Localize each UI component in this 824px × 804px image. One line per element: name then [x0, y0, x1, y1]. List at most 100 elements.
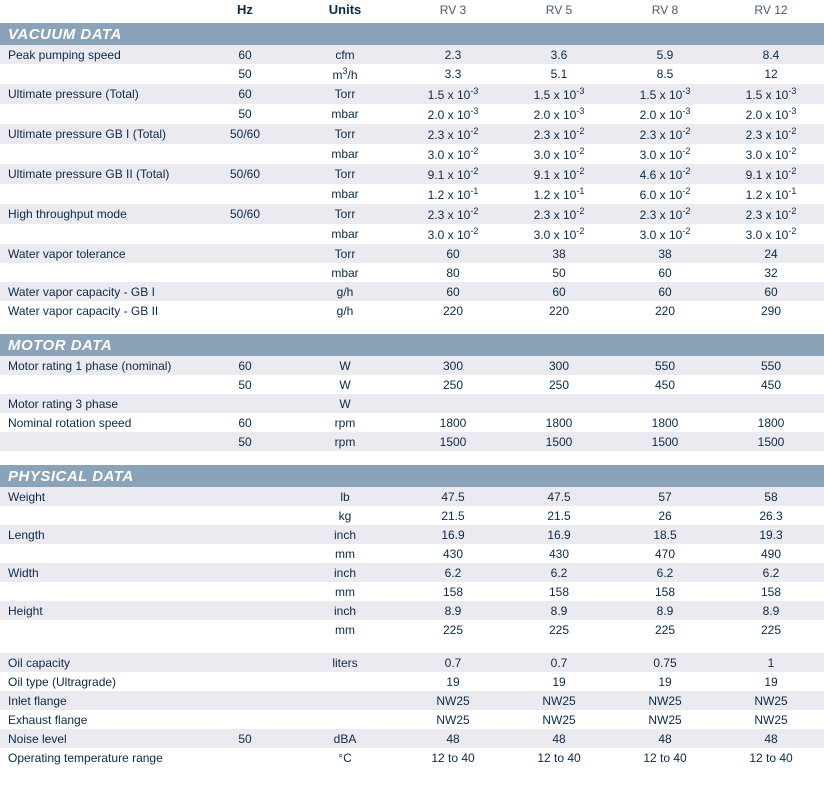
row-hz	[200, 691, 290, 710]
row-value: 21.5	[506, 506, 612, 525]
row-value: 1500	[718, 432, 824, 451]
table-row: mm430430470490	[0, 544, 824, 563]
table-row: 50rpm1500150015001500	[0, 432, 824, 451]
row-value: 1.5 x 10-3	[718, 84, 824, 104]
row-hz	[200, 301, 290, 320]
row-label: Weight	[0, 487, 200, 506]
row-value: NW25	[506, 710, 612, 729]
row-value: 2.0 x 10-3	[612, 104, 718, 124]
table-row: Motor rating 1 phase (nominal)60W3003005…	[0, 356, 824, 375]
row-hz	[200, 748, 290, 767]
row-value: 300	[506, 356, 612, 375]
row-unit: g/h	[290, 301, 400, 320]
row-unit: W	[290, 394, 400, 413]
row-value: 9.1 x 10-2	[506, 164, 612, 184]
row-value: 2.0 x 10-3	[400, 104, 506, 124]
row-value: 3.0 x 10-2	[718, 144, 824, 164]
row-hz	[200, 244, 290, 263]
spec-table: Hz Units RV 3 RV 5 RV 8 RV 12 VACUUM DAT…	[0, 0, 824, 767]
row-label	[0, 104, 200, 124]
row-value: 58	[718, 487, 824, 506]
row-value: NW25	[506, 691, 612, 710]
header-model: RV 8	[612, 0, 718, 23]
row-label: Height	[0, 601, 200, 620]
header-hz: Hz	[200, 0, 290, 23]
table-row: kg21.521.52626.3	[0, 506, 824, 525]
row-label: Inlet flange	[0, 691, 200, 710]
row-unit: Torr	[290, 124, 400, 144]
row-value: 1800	[718, 413, 824, 432]
row-value: 430	[506, 544, 612, 563]
row-value: 19	[718, 672, 824, 691]
row-value: 48	[718, 729, 824, 748]
row-unit: mbar	[290, 263, 400, 282]
row-value: 550	[612, 356, 718, 375]
row-value: 8.9	[612, 601, 718, 620]
table-row: Heightinch8.98.98.98.9	[0, 601, 824, 620]
row-unit: mbar	[290, 104, 400, 124]
row-value: 5.1	[506, 64, 612, 84]
row-value: 490	[718, 544, 824, 563]
row-unit	[290, 672, 400, 691]
row-value: 290	[718, 301, 824, 320]
row-unit: inch	[290, 601, 400, 620]
row-label: Motor rating 3 phase	[0, 394, 200, 413]
row-hz	[200, 184, 290, 204]
row-value	[612, 394, 718, 413]
row-value: 16.9	[506, 525, 612, 544]
row-unit: W	[290, 375, 400, 394]
row-hz	[200, 394, 290, 413]
header-model: RV 5	[506, 0, 612, 23]
row-value: NW25	[612, 691, 718, 710]
row-hz	[200, 282, 290, 301]
table-row: Oil type (Ultragrade)19191919	[0, 672, 824, 691]
row-value	[718, 394, 824, 413]
row-value: 8.9	[400, 601, 506, 620]
row-hz: 50	[200, 432, 290, 451]
table-row: Peak pumping speed60cfm2.33.65.98.4	[0, 45, 824, 64]
table-row: Noise level50dBA48484848	[0, 729, 824, 748]
row-unit: mm	[290, 544, 400, 563]
row-hz	[200, 710, 290, 729]
table-row: mbar80506032	[0, 263, 824, 282]
row-hz	[200, 620, 290, 639]
row-unit: lb	[290, 487, 400, 506]
row-value: 2.3 x 10-2	[400, 204, 506, 224]
row-value: 250	[506, 375, 612, 394]
table-row: Ultimate pressure GB I (Total)50/60Torr2…	[0, 124, 824, 144]
row-value: 80	[400, 263, 506, 282]
row-hz: 50/60	[200, 124, 290, 144]
row-hz: 60	[200, 84, 290, 104]
row-value: 60	[400, 244, 506, 263]
row-value: 38	[612, 244, 718, 263]
row-value: NW25	[400, 710, 506, 729]
row-value: 3.0 x 10-2	[612, 144, 718, 164]
row-unit	[290, 691, 400, 710]
header-units: Units	[290, 0, 400, 23]
row-value: 158	[400, 582, 506, 601]
row-label: Length	[0, 525, 200, 544]
section-gap	[0, 451, 824, 465]
row-value: 4.6 x 10-2	[612, 164, 718, 184]
row-value: 2.3 x 10-2	[718, 124, 824, 144]
row-label: Oil type (Ultragrade)	[0, 672, 200, 691]
row-value: 3.0 x 10-2	[612, 224, 718, 244]
row-value: NW25	[718, 691, 824, 710]
header-blank	[0, 0, 200, 23]
row-value: 60	[612, 282, 718, 301]
row-value: 1.5 x 10-3	[400, 84, 506, 104]
row-unit: rpm	[290, 413, 400, 432]
row-unit: liters	[290, 653, 400, 672]
row-value: 1	[718, 653, 824, 672]
section-title: MOTOR DATA	[0, 334, 824, 356]
row-value: 1500	[506, 432, 612, 451]
table-row: Water vapor capacity - GB Ig/h60606060	[0, 282, 824, 301]
section-header: MOTOR DATA	[0, 334, 824, 356]
row-value: 60	[612, 263, 718, 282]
row-value: 8.5	[612, 64, 718, 84]
table-row: Exhaust flangeNW25NW25NW25NW25	[0, 710, 824, 729]
row-label	[0, 506, 200, 525]
row-value: 225	[612, 620, 718, 639]
row-value: 19	[506, 672, 612, 691]
row-unit: mbar	[290, 224, 400, 244]
